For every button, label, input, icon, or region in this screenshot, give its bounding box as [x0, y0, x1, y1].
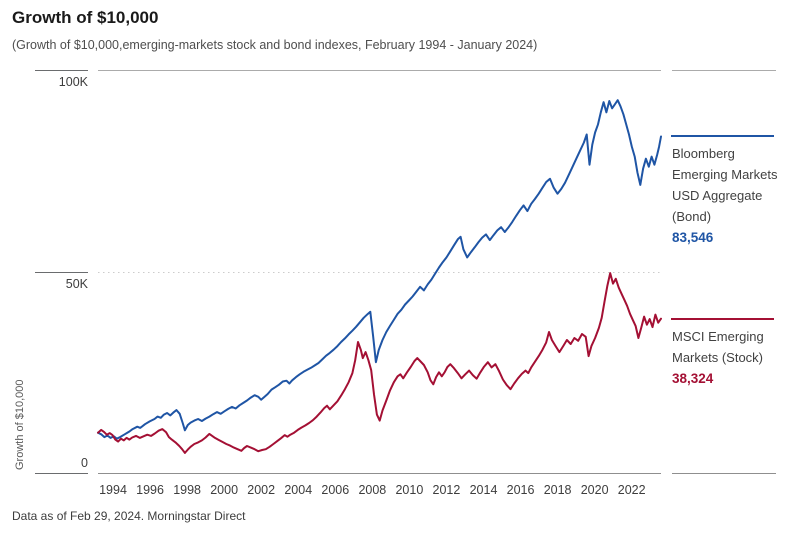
y-tick-label-0: 0	[81, 456, 88, 470]
x-tick-label-2012: 2012	[432, 483, 461, 497]
x-tick-label-2022: 2022	[617, 483, 646, 497]
chart-subtitle: (Growth of $10,000,emerging-markets stoc…	[12, 38, 538, 52]
stock-line	[97, 272, 662, 454]
page-title: Growth of $10,000	[12, 8, 159, 27]
x-tick-label-2004: 2004	[284, 483, 313, 497]
x-tick-label-2018: 2018	[543, 483, 572, 497]
legend-label-line: Markets (Stock)	[672, 350, 764, 365]
x-tick-label-2014: 2014	[469, 483, 498, 497]
y-tick-label-50K: 50K	[65, 276, 88, 291]
legend-label-line: MSCI Emerging	[672, 329, 764, 344]
x-tick-label-2016: 2016	[506, 483, 535, 497]
x-tick-label-2002: 2002	[247, 483, 276, 497]
x-tick-label-2006: 2006	[321, 483, 350, 497]
source-note: Data as of Feb 29, 2024. Morningstar Dir…	[12, 509, 246, 523]
x-tick-label-2010: 2010	[395, 483, 424, 497]
x-tick-label-1998: 1998	[173, 483, 201, 497]
legend-final-value-stock: 38,324	[672, 371, 714, 386]
legend-entry-bond: Bloomberg Emerging Markets USD Aggregate (B…	[672, 143, 794, 245]
x-tick-label-2000: 2000	[210, 483, 239, 497]
legend-label-line: USD Aggregate	[672, 188, 763, 203]
legend-entry-stock: MSCI Emerging Markets (Stock) 38,324	[672, 326, 794, 386]
legend-final-value-bond: 83,546	[672, 230, 714, 245]
bond-line	[97, 99, 662, 440]
x-tick-label-2020: 2020	[580, 483, 609, 497]
legend-label-line: (Bond)	[672, 209, 712, 224]
legend-label-line: Bloomberg	[672, 146, 735, 161]
x-tick-label-1994: 1994	[99, 483, 127, 497]
x-tick-label-2008: 2008	[358, 483, 387, 497]
x-tick-label-1996: 1996	[136, 483, 164, 497]
y-tick-label-100K: 100K	[58, 75, 88, 89]
legend-label-line: Emerging Markets	[672, 167, 778, 182]
